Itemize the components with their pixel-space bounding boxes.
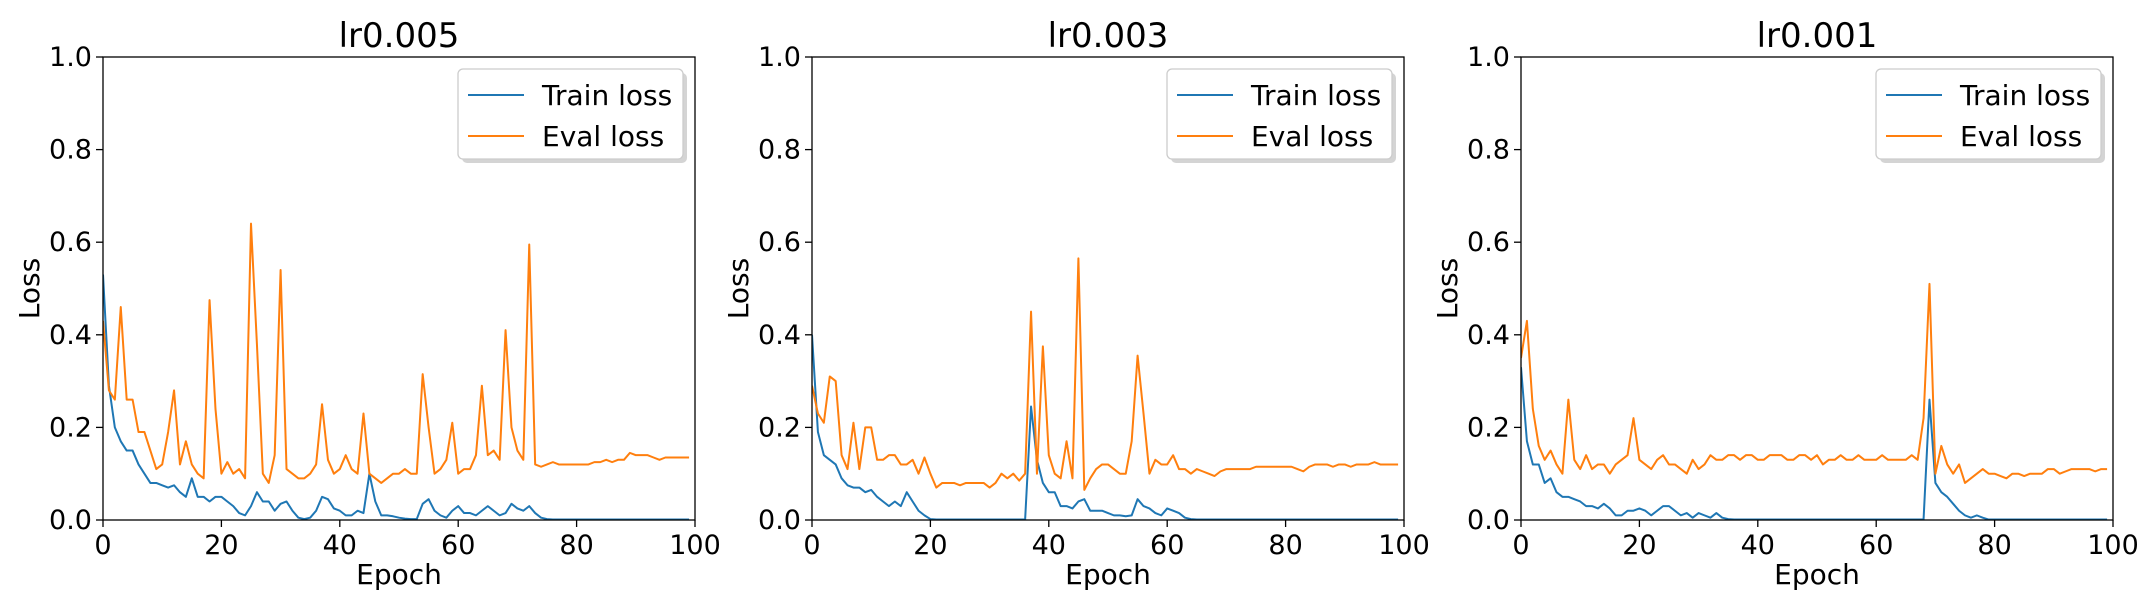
series-line-train-loss <box>1521 367 2108 520</box>
chart-panel-1: lr0.005 0 20 40 60 80 100 0.0 0.2 0.4 0.6 0.8 1.0 Epo… <box>13 16 721 591</box>
x-tick-label: 60 <box>441 530 475 561</box>
legend-label: Train loss <box>541 79 672 112</box>
y-tick-label: 0.4 <box>758 320 801 351</box>
series-line-train-loss <box>812 334 1399 520</box>
legend-label: Train loss <box>1959 79 2090 112</box>
y-axis-label: Loss <box>13 258 46 319</box>
legend-label: Eval loss <box>542 120 664 153</box>
legend: Train loss Eval loss <box>457 68 687 163</box>
legend-label: Eval loss <box>1251 120 1373 153</box>
x-tick-label: 0 <box>94 530 111 561</box>
legend-label: Train loss <box>1250 79 1381 112</box>
chart-panel-2: lr0.003 0 20 40 60 80 100 0.0 0.2 0.4 0.6 0.8 1.0 Epo… <box>722 16 1430 591</box>
x-tick-label: 80 <box>559 530 593 561</box>
x-tick-label: 100 <box>1378 530 1430 561</box>
y-tick-label: 0.8 <box>758 135 801 166</box>
axes-frame <box>1520 56 2114 521</box>
x-tick-label: 40 <box>1741 530 1775 561</box>
legend-label: Eval loss <box>1960 120 2082 153</box>
legend: Train loss Eval loss <box>1166 68 1396 163</box>
series-line-train-loss <box>103 274 690 520</box>
y-tick-label: 0.6 <box>49 227 92 258</box>
y-tick-label: 0.4 <box>1467 320 1510 351</box>
x-tick-label: 20 <box>1622 530 1656 561</box>
series-line-eval-loss <box>103 222 690 484</box>
x-axis-label: Epoch <box>356 558 442 591</box>
y-axis-label: Loss <box>722 258 755 319</box>
x-tick-label: 40 <box>1032 530 1066 561</box>
y-tick-label: 0.6 <box>758 227 801 258</box>
y-tick-label: 0.0 <box>758 505 801 536</box>
x-tick-label: 80 <box>1977 530 2011 561</box>
x-tick-label: 60 <box>1859 530 1893 561</box>
y-axis-label: Loss <box>1431 258 1464 319</box>
x-tick-label: 20 <box>204 530 238 561</box>
chart-panel-3: lr0.001 0 20 40 60 80 100 0.0 0.2 0.4 0.6 0.8 1.0 Epo… <box>1431 16 2139 591</box>
chart-title: lr0.001 <box>1757 16 1878 56</box>
y-tick-label: 0.0 <box>1467 505 1510 536</box>
x-tick-label: 0 <box>1512 530 1529 561</box>
x-tick-label: 100 <box>2087 530 2139 561</box>
y-tick-label: 1.0 <box>49 42 92 73</box>
y-tick-label: 0.0 <box>49 505 92 536</box>
x-axis-label: Epoch <box>1774 558 1860 591</box>
x-tick-label: 0 <box>803 530 820 561</box>
y-tick-label: 0.2 <box>1467 412 1510 443</box>
y-tick-label: 0.2 <box>49 412 92 443</box>
series-line-eval-loss <box>1521 282 2108 484</box>
x-tick-label: 100 <box>669 530 721 561</box>
legend: Train loss Eval loss <box>1875 68 2105 163</box>
x-tick-label: 60 <box>1150 530 1184 561</box>
y-tick-label: 0.4 <box>49 320 92 351</box>
chart-title: lr0.003 <box>1048 16 1169 56</box>
x-tick-label: 80 <box>1268 530 1302 561</box>
axes-frame <box>102 56 696 521</box>
y-tick-label: 0.2 <box>758 412 801 443</box>
x-tick-label: 40 <box>323 530 357 561</box>
y-tick-label: 0.8 <box>49 135 92 166</box>
series-line-eval-loss <box>812 257 1399 491</box>
y-tick-label: 0.8 <box>1467 135 1510 166</box>
x-axis-label: Epoch <box>1065 558 1151 591</box>
y-tick-label: 1.0 <box>758 42 801 73</box>
y-tick-label: 1.0 <box>1467 42 1510 73</box>
axes-frame <box>811 56 1405 521</box>
y-tick-label: 0.6 <box>1467 227 1510 258</box>
chart-title: lr0.005 <box>339 16 460 56</box>
x-tick-label: 20 <box>913 530 947 561</box>
